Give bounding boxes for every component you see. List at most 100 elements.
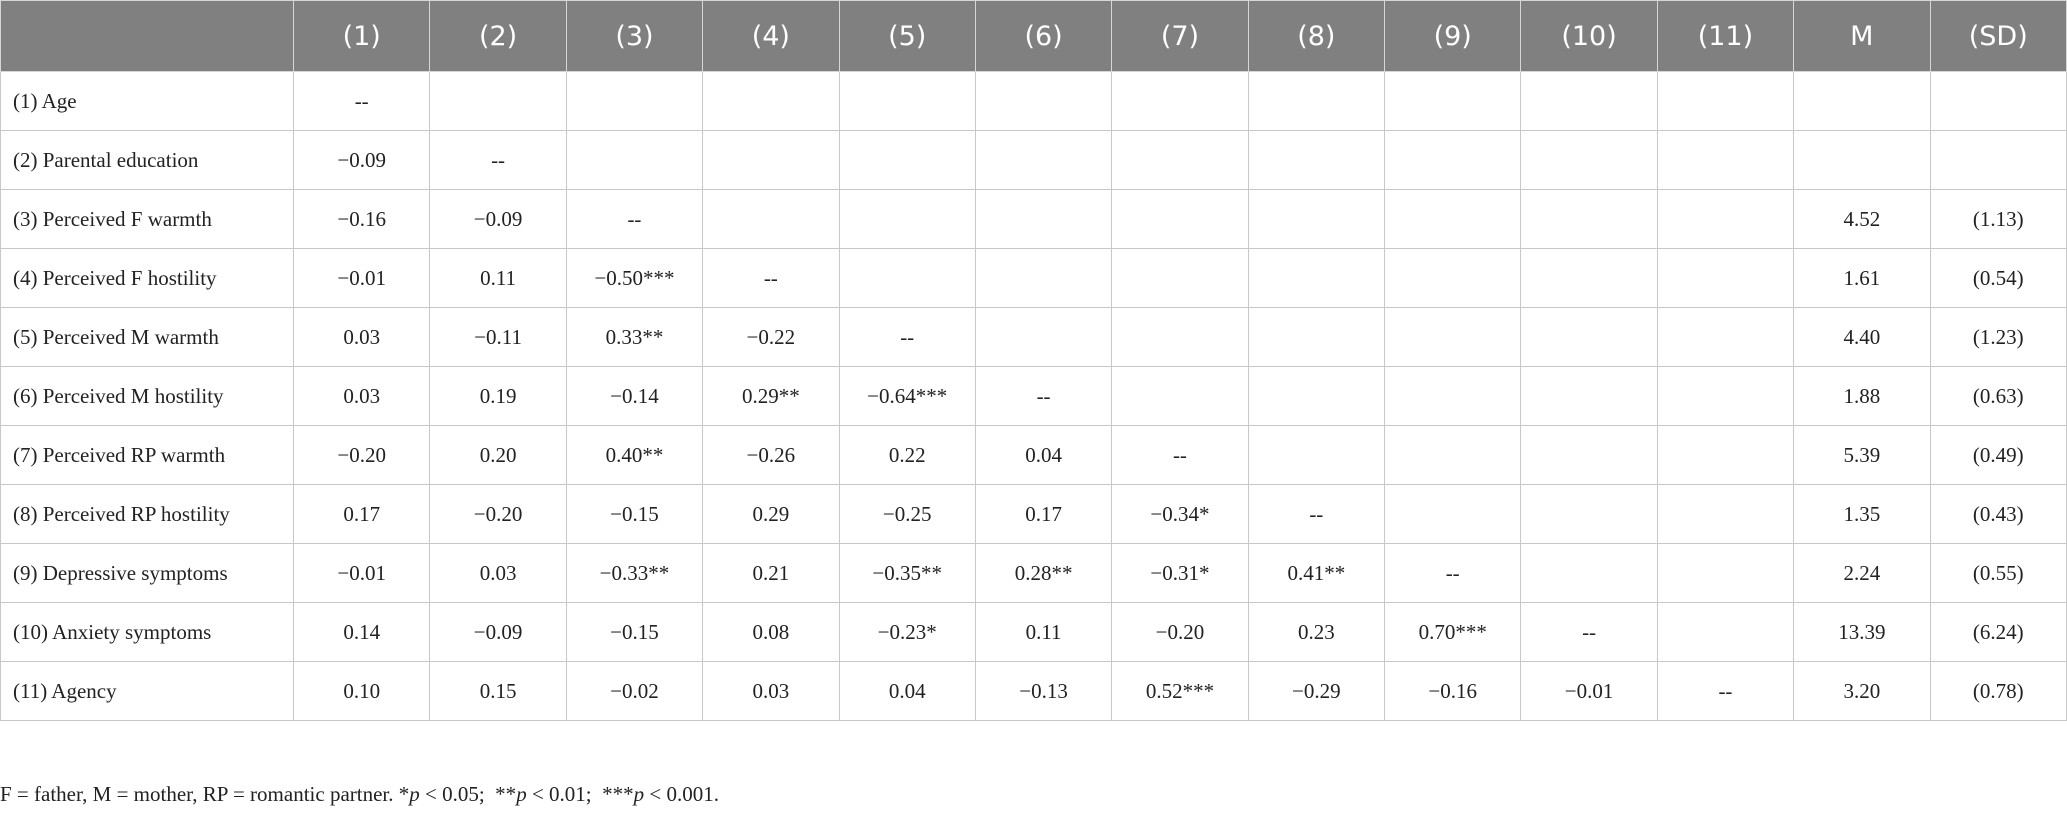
correlation-table: (1) (2) (3) (4) (5) (6) (7) (8) (9) (10) (11) M (SD)… xyxy=(0,0,2067,721)
correlation-cell xyxy=(1520,248,1658,308)
correlation-cell xyxy=(1520,425,1658,485)
correlation-cell: 0.11 xyxy=(974,602,1113,662)
column-header: (11) xyxy=(1656,0,1795,72)
column-header: M xyxy=(1793,0,1931,72)
correlation-cell: −0.50*** xyxy=(565,248,704,308)
table-row: (9) Depressive symptoms −0.01 0.03 −0.33** 0… xyxy=(0,543,2067,603)
mean-cell xyxy=(1793,71,1931,131)
correlation-cell xyxy=(1656,602,1795,662)
correlation-cell: 0.33** xyxy=(565,307,704,367)
correlation-cell xyxy=(1656,484,1795,544)
footnote-part: p xyxy=(516,782,527,806)
footnote-part: p xyxy=(633,782,645,806)
correlation-cell: 0.20 xyxy=(429,425,567,485)
row-label: (9) Depressive symptoms xyxy=(0,543,294,603)
correlation-cell xyxy=(565,71,704,131)
correlation-cell: −0.09 xyxy=(292,130,431,190)
mean-cell: 4.52 xyxy=(1793,189,1931,249)
correlation-cell: 0.29 xyxy=(702,484,840,544)
table-row: (7) Perceived RP warmth −0.20 0.20 0.40** −0… xyxy=(0,425,2067,485)
correlation-cell xyxy=(1656,71,1795,131)
row-label: (11) Agency xyxy=(0,661,294,721)
correlation-cell xyxy=(1383,189,1522,249)
correlation-cell xyxy=(1247,425,1386,485)
correlation-cell: −0.15 xyxy=(565,484,704,544)
correlation-cell: −0.22 xyxy=(702,307,840,367)
correlation-cell xyxy=(1656,425,1795,485)
header-corner xyxy=(0,0,294,72)
sd-cell: (0.63) xyxy=(1929,366,2067,426)
correlation-cell: 0.23 xyxy=(1247,602,1386,662)
correlation-cell: −0.01 xyxy=(292,543,431,603)
correlation-cell xyxy=(1247,307,1386,367)
column-header: (1) xyxy=(292,0,431,72)
correlation-cell: −0.02 xyxy=(565,661,704,721)
correlation-cell: −0.14 xyxy=(565,366,704,426)
column-header: (10) xyxy=(1520,0,1658,72)
correlation-cell: -- xyxy=(838,307,976,367)
correlation-cell xyxy=(1383,307,1522,367)
correlation-cell: 0.17 xyxy=(292,484,431,544)
correlation-cell xyxy=(1656,189,1795,249)
correlation-cell xyxy=(702,71,840,131)
footnote-part: p xyxy=(409,782,420,806)
mean-cell: 1.88 xyxy=(1793,366,1931,426)
correlation-cell xyxy=(1656,366,1795,426)
correlation-cell: −0.15 xyxy=(565,602,704,662)
correlation-cell xyxy=(974,71,1113,131)
correlation-cell xyxy=(1520,71,1658,131)
correlation-cell xyxy=(1247,71,1386,131)
correlation-cell: −0.16 xyxy=(1383,661,1522,721)
correlation-cell: 0.11 xyxy=(429,248,567,308)
sd-cell: (0.55) xyxy=(1929,543,2067,603)
mean-cell: 13.39 xyxy=(1793,602,1931,662)
mean-cell: 5.39 xyxy=(1793,425,1931,485)
correlation-cell: 0.08 xyxy=(702,602,840,662)
correlation-cell xyxy=(838,130,976,190)
correlation-cell: −0.25 xyxy=(838,484,976,544)
correlation-cell: -- xyxy=(1111,425,1249,485)
correlation-cell xyxy=(1383,71,1522,131)
table-row: (1) Age -- xyxy=(0,71,2067,131)
correlation-cell: 0.17 xyxy=(974,484,1113,544)
mean-cell: 4.40 xyxy=(1793,307,1931,367)
correlation-cell xyxy=(1247,366,1386,426)
correlation-cell xyxy=(429,71,567,131)
correlation-cell: 0.22 xyxy=(838,425,976,485)
table-row: (8) Perceived RP hostility 0.17 −0.20 −0.15… xyxy=(0,484,2067,544)
correlation-cell: 0.70*** xyxy=(1383,602,1522,662)
sd-cell xyxy=(1929,130,2067,190)
correlation-cell: -- xyxy=(1247,484,1386,544)
table-body: (1) Age -- (2) Parental education −0.09 -- (3… xyxy=(0,71,2067,721)
row-label: (4) Perceived F hostility xyxy=(0,248,294,308)
correlation-cell: 0.14 xyxy=(292,602,431,662)
mean-cell: 2.24 xyxy=(1793,543,1931,603)
sd-cell: (0.43) xyxy=(1929,484,2067,544)
table-row: (6) Perceived M hostility 0.03 0.19 −0.14 0.… xyxy=(0,366,2067,426)
correlation-cell xyxy=(1111,366,1249,426)
correlation-cell: −0.33** xyxy=(565,543,704,603)
correlation-cell xyxy=(1520,543,1658,603)
footnote-part: F = father, M = mother, RP = romantic pa… xyxy=(0,782,410,806)
table-row: (4) Perceived F hostility −0.01 0.11 −0.50*… xyxy=(0,248,2067,308)
correlation-cell xyxy=(1111,71,1249,131)
correlation-cell: 0.03 xyxy=(429,543,567,603)
table-row: (10) Anxiety symptoms 0.14 −0.09 −0.15 0.08−… xyxy=(0,602,2067,662)
correlation-cell: 0.21 xyxy=(702,543,840,603)
correlation-cell: −0.20 xyxy=(429,484,567,544)
correlation-cell: −0.01 xyxy=(1520,661,1658,721)
footnote-part: < 0.01; *** xyxy=(526,782,634,806)
correlation-cell: −0.31* xyxy=(1111,543,1249,603)
sd-cell: (6.24) xyxy=(1929,602,2067,662)
correlation-cell xyxy=(974,130,1113,190)
correlation-cell: −0.09 xyxy=(429,602,567,662)
row-label: (3) Perceived F warmth xyxy=(0,189,294,249)
correlation-cell: -- xyxy=(1383,543,1522,603)
correlation-cell: −0.09 xyxy=(429,189,567,249)
correlation-cell xyxy=(838,189,976,249)
row-label: (5) Perceived M warmth xyxy=(0,307,294,367)
correlation-cell xyxy=(1520,130,1658,190)
correlation-cell: -- xyxy=(429,130,567,190)
correlation-cell: −0.01 xyxy=(292,248,431,308)
correlation-cell: 0.03 xyxy=(292,366,431,426)
